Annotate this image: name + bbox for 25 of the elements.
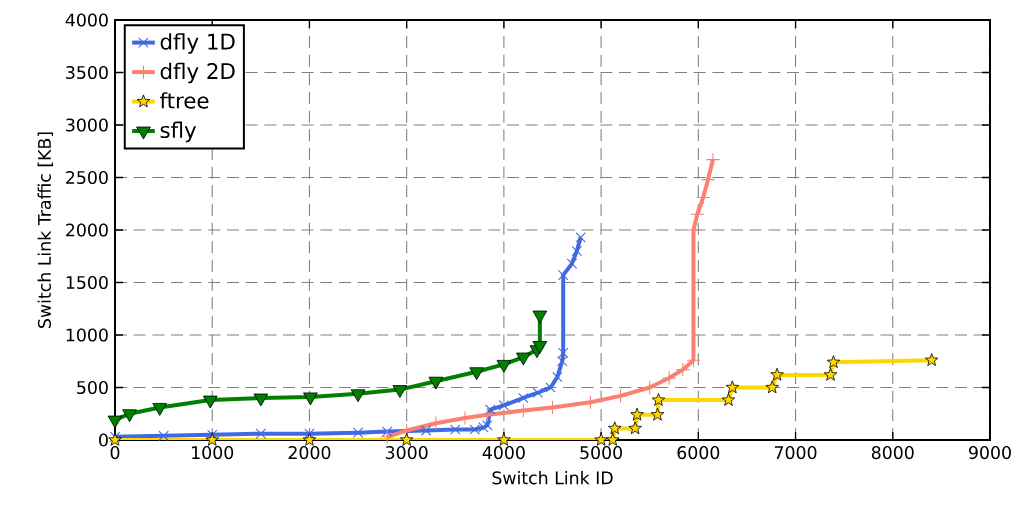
legend-label: dfly 1D xyxy=(160,33,235,54)
x-tick-label: 0 xyxy=(110,446,120,460)
x-tick-label: 6000 xyxy=(677,446,720,460)
legend-label: sfly xyxy=(160,121,197,143)
x-tick-label: 7000 xyxy=(774,446,817,460)
y-tick-label: 3000 xyxy=(66,118,108,132)
y-tick-label: 1500 xyxy=(66,275,108,290)
x-tick-label: 9000 xyxy=(969,446,1011,460)
x-tick-label: 5000 xyxy=(580,446,622,460)
x-tick-label: 2000 xyxy=(288,446,331,460)
x-tick-label: 1000 xyxy=(192,446,234,460)
y-tick-label: 500 xyxy=(77,380,108,395)
legend-label: ftree xyxy=(160,92,209,109)
y-tick-label: 1000 xyxy=(66,328,108,342)
y-tick-label: 2500 xyxy=(66,170,108,185)
y-tick-label: 2000 xyxy=(66,223,108,237)
y-tick-label: 3500 xyxy=(66,65,108,80)
x-tick-label: 3000 xyxy=(385,446,428,460)
y-axis-title: Switch Link Traffic [KB] xyxy=(37,132,54,328)
x-axis-title: Switch Link ID xyxy=(492,470,613,485)
x-tick-label: 8000 xyxy=(871,446,914,460)
legend-label: dfly 2D xyxy=(160,62,235,84)
y-tick-label: 0 xyxy=(99,433,108,447)
y-tick-label: 4000 xyxy=(65,13,108,27)
x-tick-label: 4000 xyxy=(482,446,525,460)
